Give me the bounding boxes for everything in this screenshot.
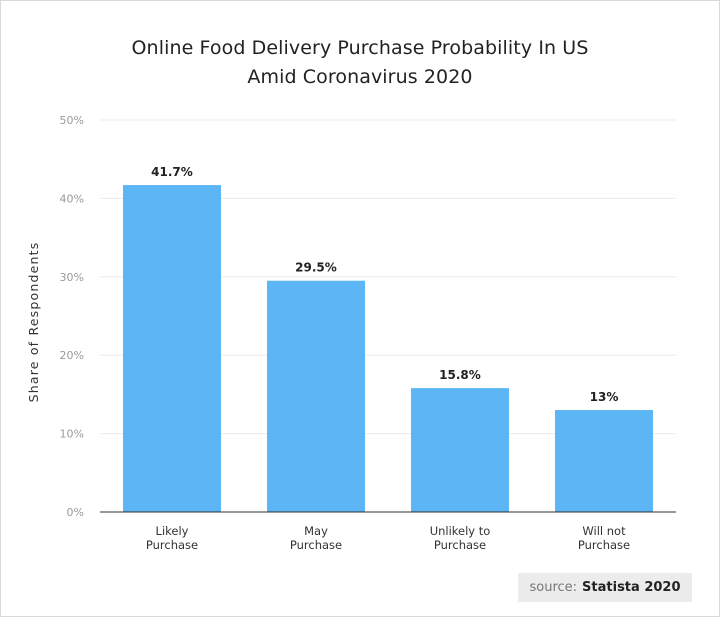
y-axis-label: Share of Respondents xyxy=(26,242,41,403)
y-tick-label: 10% xyxy=(60,428,84,441)
data-labels: 41.7% 29.5% 15.8% 13% xyxy=(151,165,618,404)
y-tick-label: 30% xyxy=(60,271,84,284)
x-tick-label: Purchase xyxy=(290,538,342,552)
y-axis-ticks: 0% 10% 20% 30% 40% 50% xyxy=(60,114,84,519)
x-tick-label: Unlikely to xyxy=(430,524,491,538)
data-label: 15.8% xyxy=(439,368,481,382)
source-name: Statista 2020 xyxy=(582,580,681,595)
bars xyxy=(123,185,653,512)
y-tick-label: 20% xyxy=(60,349,84,362)
data-label: 29.5% xyxy=(295,261,337,275)
x-tick-label: Purchase xyxy=(146,538,198,552)
y-tick-label: 0% xyxy=(67,506,84,519)
x-tick-label: May xyxy=(304,524,328,538)
source-badge: source: Statista 2020 xyxy=(518,573,692,602)
x-tick-label: Purchase xyxy=(434,538,486,552)
data-label: 41.7% xyxy=(151,165,193,179)
chart-title-line-2: Amid Coronavirus 2020 xyxy=(247,66,473,88)
chart-title: Online Food Delivery Purchase Probabilit… xyxy=(0,34,720,92)
y-tick-label: 40% xyxy=(60,192,84,205)
source-prefix: source: xyxy=(529,580,578,595)
bar xyxy=(555,410,653,512)
x-tick-label: Likely xyxy=(156,524,189,538)
x-tick-label: Will not xyxy=(582,524,626,538)
bar xyxy=(267,280,365,512)
data-label: 13% xyxy=(590,390,619,404)
y-tick-label: 50% xyxy=(60,114,84,127)
bar xyxy=(123,185,221,512)
x-tick-label: Purchase xyxy=(578,538,630,552)
chart-title-line-1: Online Food Delivery Purchase Probabilit… xyxy=(131,37,589,59)
bar xyxy=(411,388,509,512)
